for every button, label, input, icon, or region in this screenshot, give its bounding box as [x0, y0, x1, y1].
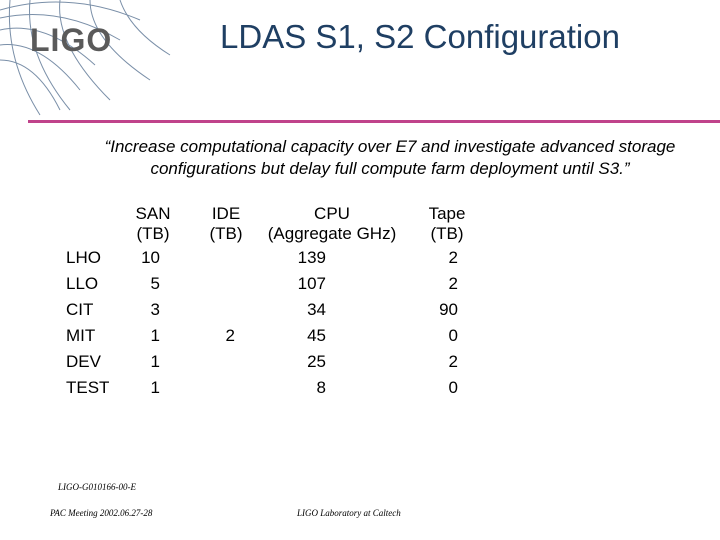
header-san-label: SAN	[135, 204, 171, 223]
header-cpu: CPU (Aggregate GHz)	[258, 204, 406, 244]
header-ide-unit: (TB)	[209, 224, 243, 243]
table-cell-tape: 2	[448, 352, 458, 371]
table-cell-site: MIT	[66, 326, 96, 345]
table-cell-tape: 0	[448, 326, 458, 345]
table-cell-site: DEV	[66, 352, 101, 371]
table-cell-site: LHO	[66, 248, 101, 267]
footer-lab: LIGO Laboratory at Caltech	[297, 508, 401, 518]
ligo-logo: LIGO	[30, 22, 113, 58]
table-cell-cpu: 139	[297, 248, 326, 267]
table-cell-san: 10	[141, 248, 160, 267]
header-tape-unit: (TB)	[430, 224, 464, 243]
table-cell-tape: 2	[448, 248, 458, 267]
table-cell-san: 1	[150, 326, 160, 345]
title-divider	[28, 120, 720, 123]
table-cell-cpu: 25	[307, 352, 326, 371]
footer-meeting: PAC Meeting 2002.06.27-28	[50, 508, 153, 518]
table-cell-san: 1	[150, 378, 160, 397]
quote-text: “Increase computational capacity over E7…	[104, 137, 676, 178]
header-cpu-label: CPU	[314, 204, 350, 223]
table-cell-san: 5	[150, 274, 160, 293]
table-cell-ide: 2	[225, 326, 235, 345]
table-cell-cpu: 8	[316, 378, 326, 397]
header-tape: Tape (TB)	[420, 204, 474, 244]
header-cpu-unit: (Aggregate GHz)	[267, 224, 397, 243]
table-cell-cpu: 45	[307, 326, 326, 345]
header-san: SAN (TB)	[128, 204, 178, 244]
footer-document-id: LIGO-G010166-00-E	[58, 482, 136, 492]
table-cell-tape: 90	[439, 300, 458, 319]
table-cell-cpu: 34	[307, 300, 326, 319]
table-cell-site: TEST	[66, 378, 110, 397]
table-cell-site: LLO	[66, 274, 99, 293]
table-cell-tape: 0	[448, 378, 458, 397]
table-cell-cpu: 107	[297, 274, 326, 293]
table-cell-tape: 2	[448, 274, 458, 293]
slide-title: LDAS S1, S2 Configuration	[220, 18, 620, 55]
header-ide-label: IDE	[211, 204, 241, 223]
table-cell-san: 3	[150, 300, 160, 319]
table-cell-site: CIT	[66, 300, 94, 319]
table-cell-san: 1	[150, 352, 160, 371]
header-san-unit: (TB)	[136, 224, 170, 243]
header-ide: IDE (TB)	[203, 204, 249, 244]
header-tape-label: Tape	[428, 204, 466, 223]
